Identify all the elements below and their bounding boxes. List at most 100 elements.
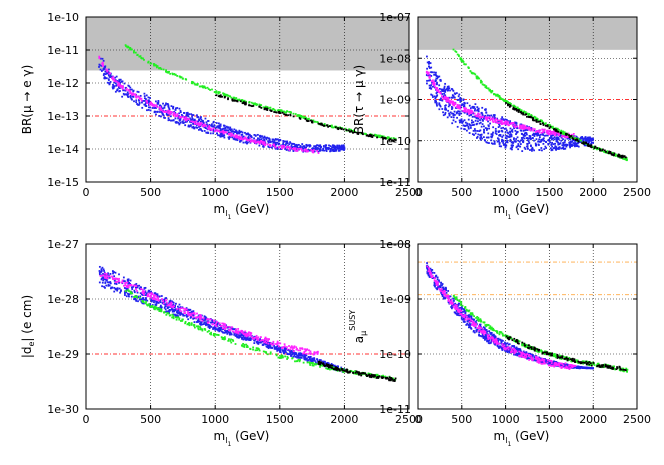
data-point — [136, 290, 138, 292]
data-point — [521, 150, 524, 153]
data-point — [158, 295, 161, 298]
data-point — [288, 143, 291, 146]
data-point — [621, 156, 624, 159]
data-point — [168, 314, 171, 317]
data-point — [136, 90, 139, 93]
data-point — [196, 114, 198, 117]
data-point — [453, 103, 456, 106]
data-point — [309, 350, 312, 353]
data-point — [286, 358, 288, 360]
data-point — [582, 139, 585, 142]
series-black — [505, 102, 627, 159]
data-point — [292, 352, 295, 355]
data-point — [153, 298, 156, 301]
data-point — [188, 322, 190, 324]
data-point — [226, 329, 229, 332]
data-point — [432, 81, 435, 83]
data-point — [111, 276, 114, 279]
data-point — [465, 63, 467, 66]
data-point — [542, 130, 545, 133]
data-point — [163, 104, 166, 107]
data-point — [111, 75, 114, 78]
data-point — [193, 323, 195, 326]
data-point — [161, 302, 164, 305]
data-point — [469, 124, 472, 127]
data-point — [144, 290, 147, 293]
data-point — [557, 143, 560, 146]
x-tick-label: 0 — [415, 186, 422, 199]
data-point — [101, 63, 104, 65]
data-point — [482, 119, 484, 122]
data-point — [292, 115, 295, 118]
data-point — [223, 331, 226, 334]
data-point — [461, 122, 464, 124]
data-point — [331, 126, 333, 129]
data-point — [201, 120, 204, 123]
data-point — [155, 104, 158, 107]
data-point — [147, 304, 150, 307]
data-point — [219, 95, 221, 98]
data-point — [555, 140, 558, 143]
data-point — [242, 342, 245, 345]
data-point — [216, 132, 218, 135]
data-point — [244, 137, 247, 140]
data-point — [279, 109, 282, 112]
data-point — [267, 107, 270, 110]
data-point — [544, 140, 547, 143]
data-point — [174, 113, 177, 116]
data-point — [312, 359, 315, 362]
data-point — [257, 343, 260, 345]
data-point — [169, 304, 172, 306]
data-point — [317, 150, 320, 153]
data-point — [213, 124, 216, 127]
data-point — [347, 129, 350, 132]
data-point — [105, 68, 108, 71]
data-point — [343, 147, 346, 150]
data-point — [310, 358, 312, 361]
data-point — [553, 133, 556, 136]
data-point — [260, 135, 263, 138]
data-point — [120, 281, 123, 284]
data-point — [287, 114, 289, 117]
data-point — [110, 287, 112, 290]
data-point — [322, 360, 325, 363]
data-point — [474, 103, 477, 106]
data-point — [543, 134, 546, 137]
data-point — [438, 91, 440, 94]
data-point — [505, 120, 508, 123]
data-point — [267, 347, 270, 350]
data-point — [284, 348, 287, 351]
data-point — [311, 361, 314, 364]
data-point — [531, 146, 534, 149]
data-point — [185, 314, 188, 316]
data-point — [555, 134, 558, 136]
data-point — [203, 125, 206, 128]
data-point — [520, 112, 523, 115]
data-point — [147, 96, 150, 99]
data-point — [561, 144, 564, 147]
data-point — [178, 303, 181, 306]
data-point — [554, 127, 557, 130]
data-point — [175, 318, 178, 321]
data-point — [297, 352, 300, 355]
data-point — [232, 137, 235, 140]
data-point — [228, 133, 230, 136]
data-point — [108, 284, 111, 287]
data-point — [203, 123, 206, 126]
data-point — [192, 81, 195, 84]
data-point — [435, 92, 438, 95]
data-point — [209, 132, 212, 135]
data-point — [228, 131, 230, 134]
data-point — [301, 354, 304, 357]
data-point — [185, 113, 188, 116]
data-point — [519, 129, 522, 132]
data-point — [244, 136, 247, 139]
data-point — [481, 137, 483, 140]
data-point — [509, 135, 512, 138]
data-point — [299, 356, 301, 359]
data-point — [369, 134, 372, 137]
data-point — [148, 103, 151, 106]
data-point — [172, 306, 174, 309]
data-point — [342, 128, 345, 131]
data-point — [610, 152, 613, 155]
